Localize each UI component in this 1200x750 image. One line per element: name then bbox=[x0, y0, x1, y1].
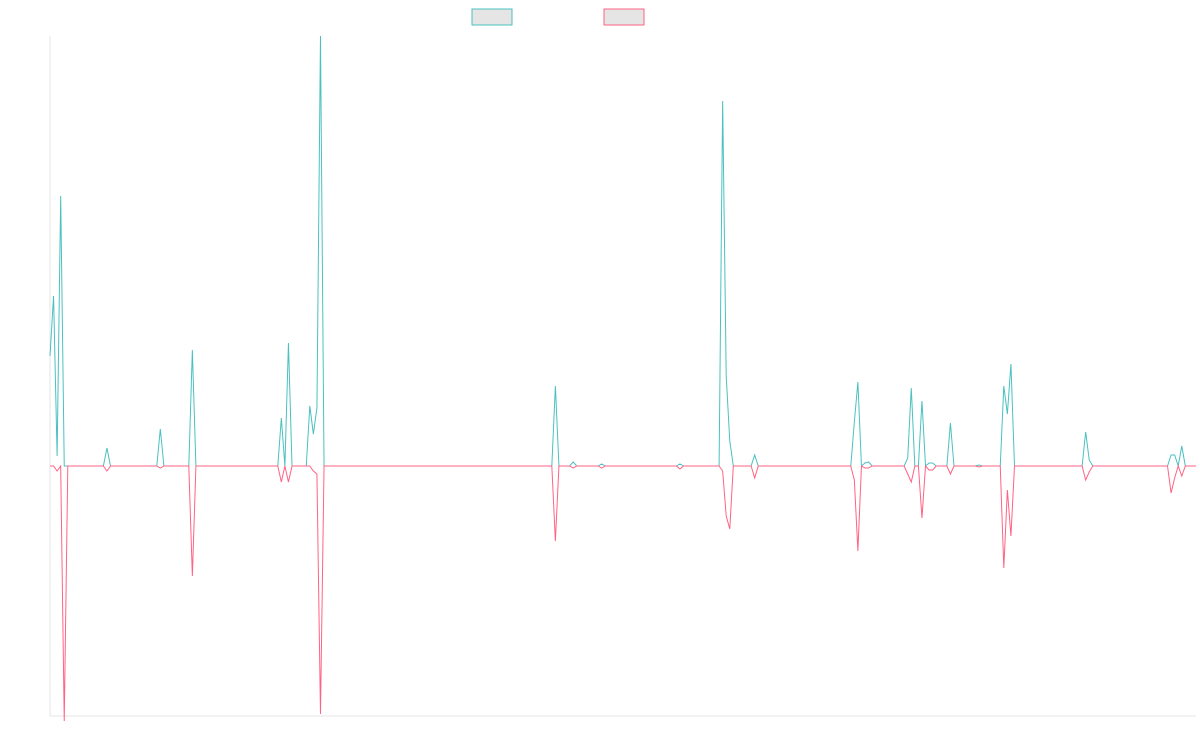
series-line-2 bbox=[50, 464, 1196, 722]
legend-item-2[interactable] bbox=[603, 8, 645, 26]
legend bbox=[471, 8, 645, 26]
legend-item-1[interactable] bbox=[471, 8, 513, 26]
series-layer bbox=[49, 35, 1196, 722]
series-line-1 bbox=[49, 35, 1196, 468]
